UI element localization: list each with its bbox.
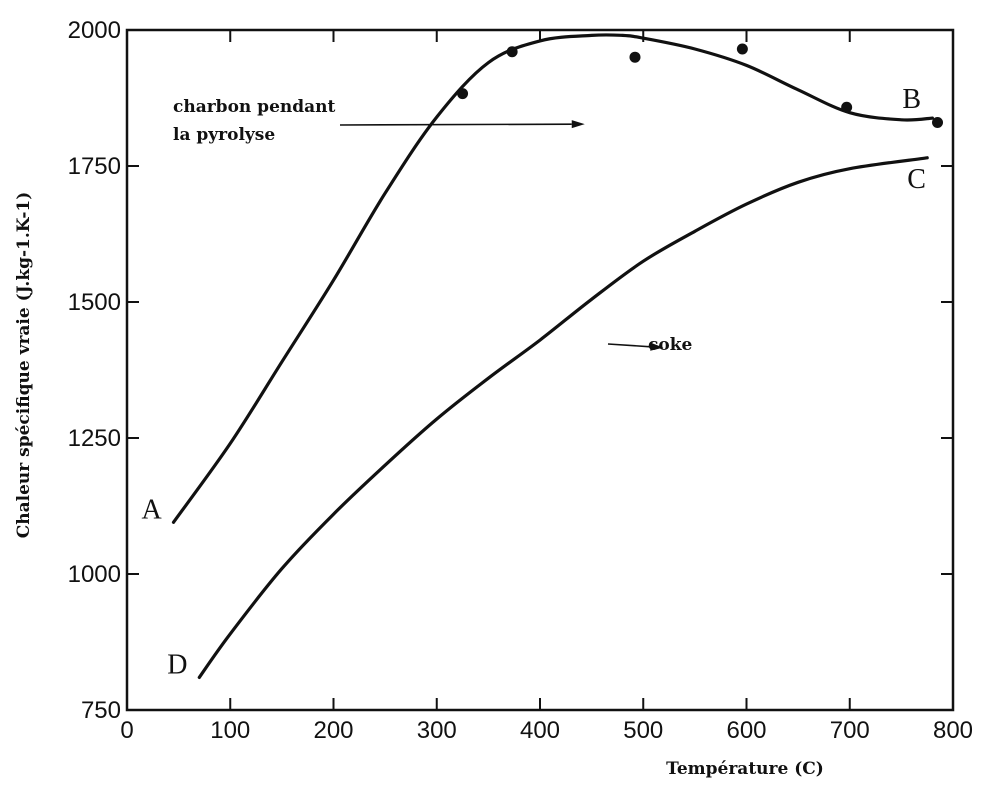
annotation-pyrolyse-arrow-line [339,123,572,126]
y-tick-label: 1750 [68,153,121,180]
annotation-coke-arrow-line [607,343,651,348]
data-point [506,46,518,58]
series-line-coke [197,156,929,679]
x-tick-label: 500 [623,717,663,744]
curve-letter-group: A B D C [141,84,925,680]
curve-start-label: A [141,494,162,525]
x-tick-label: 400 [520,717,560,744]
annotation-pyrolyse: charbon pendant la pyrolyse [173,97,585,145]
y-axis-label: Chaleur spécifique vraie (J.kg-1.K-1) [14,192,34,539]
x-tick-label: 800 [933,717,973,744]
curve-group [171,33,934,679]
annotation-pyrolyse-arrow-head [571,120,585,129]
data-point [841,101,853,113]
x-tick-label: 600 [726,717,766,744]
x-axis-label: Température (C) [666,759,824,779]
annotation-coke: coke [607,335,692,355]
point-group [457,43,944,128]
y-tick-label: 2000 [68,17,121,44]
x-tick-label: 300 [417,717,457,744]
y-tick-label: 1500 [68,289,121,316]
data-point [457,88,469,100]
y-tick-label: 1250 [68,425,121,452]
y-tick-label: 750 [81,697,121,724]
curve-start-label: D [167,649,187,680]
curve-end-label: C [907,164,926,195]
y-tick-label: 1000 [68,561,121,588]
data-point [736,43,748,55]
annotation-pyrolyse-line2: la pyrolyse [173,125,275,145]
data-point [629,51,641,63]
annotation-coke-label: coke [648,335,692,355]
x-tick-label: 200 [313,717,353,744]
tick-label-group: 0 100 200 300 400 500 600 700 800 750 1000 1250 1500… [68,17,973,744]
data-point [932,116,944,128]
curve-end-label: B [902,84,921,115]
annotation-coke-arrow-head [650,342,664,351]
annotation-pyrolyse-line1: charbon pendant [173,97,336,117]
x-tick-label: 700 [830,717,870,744]
x-tick-label: 100 [210,717,250,744]
series-line-charbon [171,33,934,524]
x-tick-label: 0 [120,717,133,744]
